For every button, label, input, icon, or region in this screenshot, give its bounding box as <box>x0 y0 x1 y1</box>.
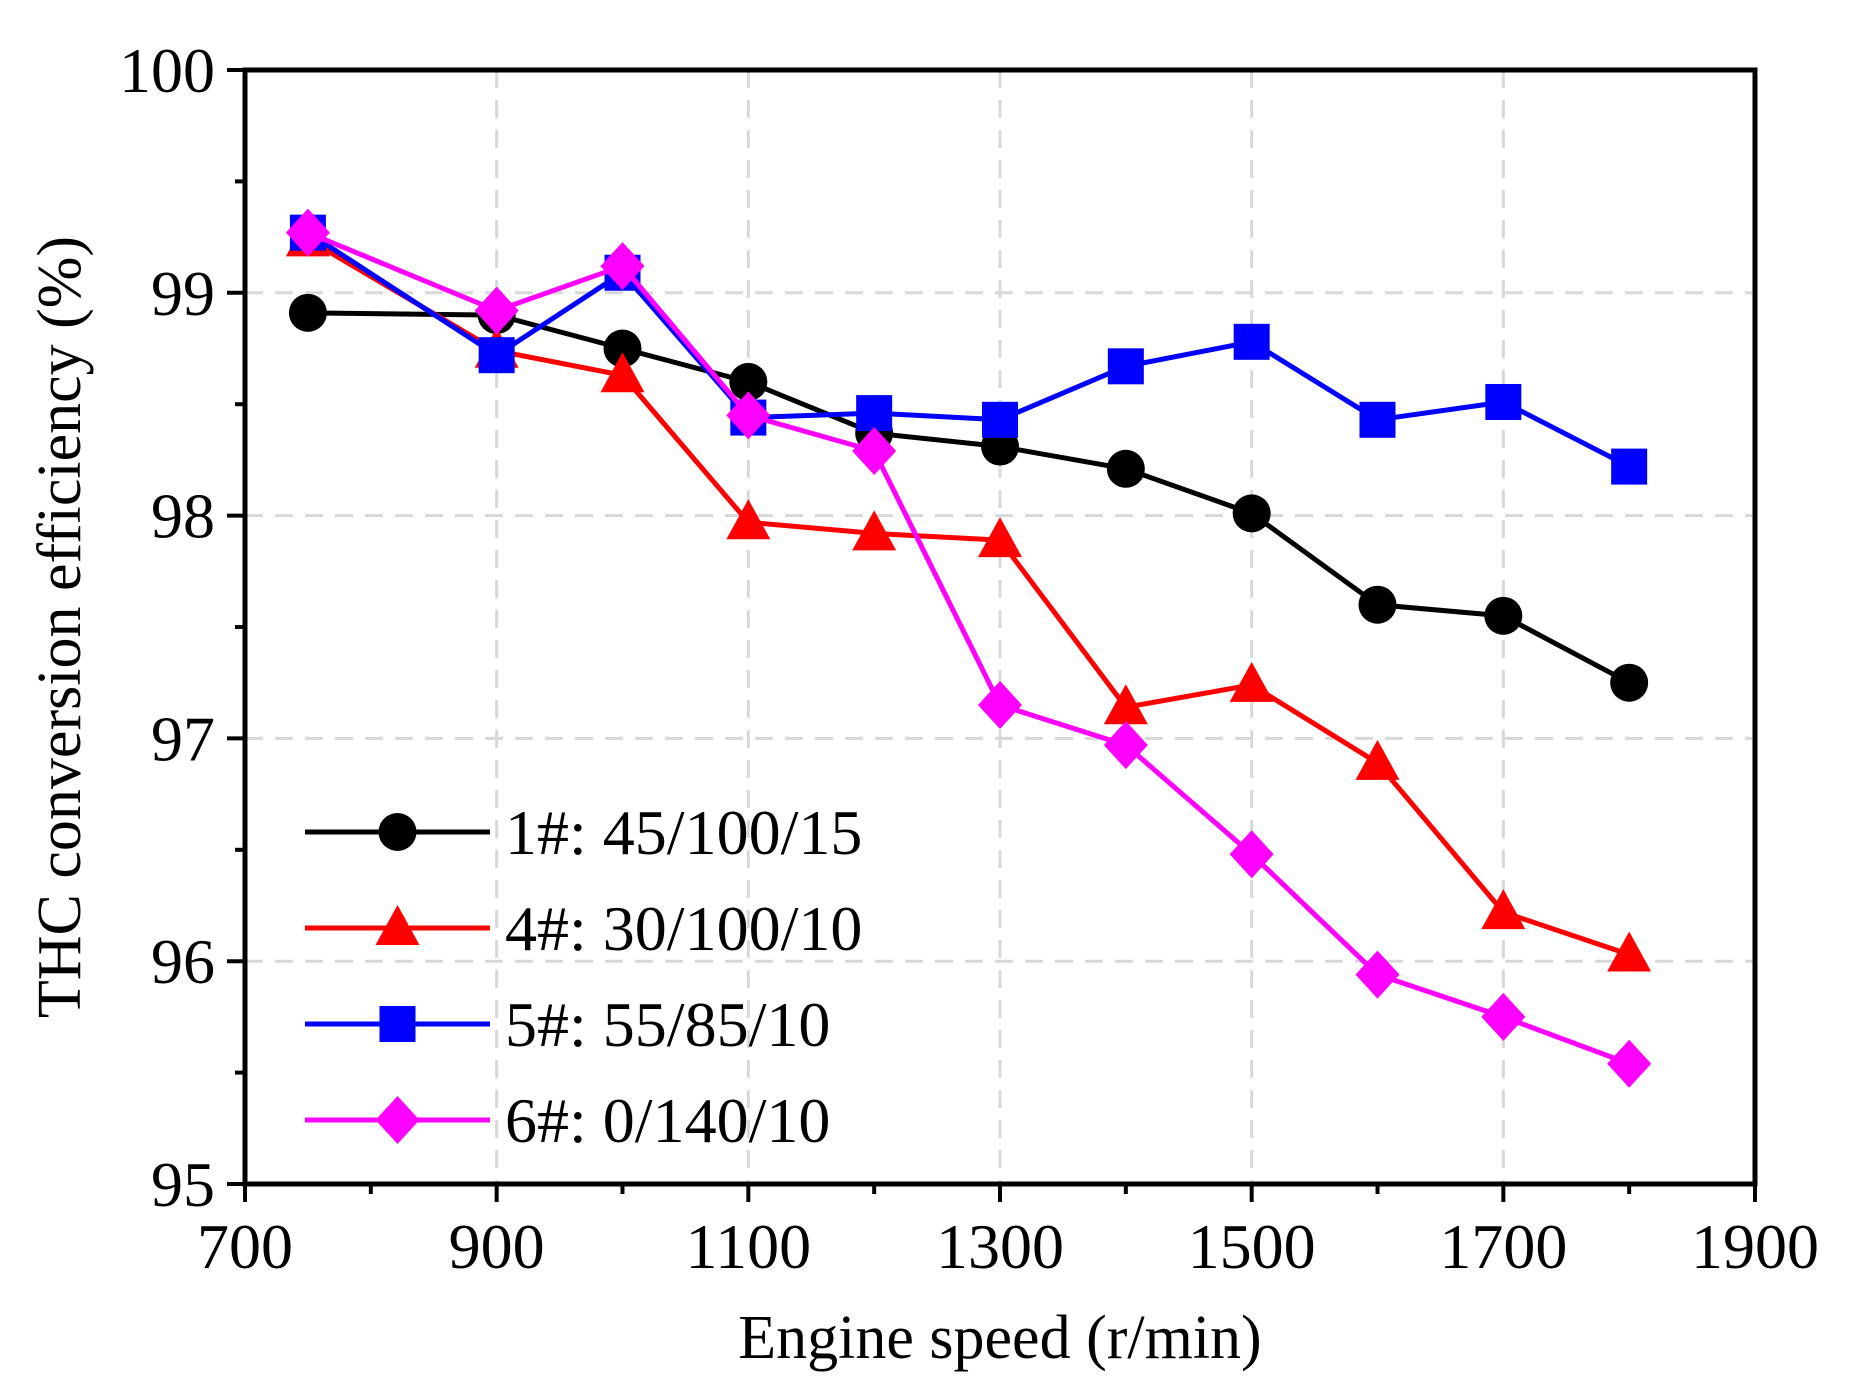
legend-marker-square <box>379 1006 416 1042</box>
y-tick-label: 99 <box>151 258 215 329</box>
y-tick-label: 98 <box>151 481 215 552</box>
legend-marker-circle <box>378 813 417 851</box>
data-point-diamond <box>978 680 1022 729</box>
data-point-diamond <box>600 242 645 291</box>
legend-marker-triangle <box>375 905 420 945</box>
data-point-square <box>478 337 515 374</box>
data-point-diamond <box>474 286 519 335</box>
data-point-square <box>982 401 1018 438</box>
y-tick-label: 95 <box>151 1149 215 1220</box>
data-point-diamond <box>285 208 330 257</box>
y-tick-label: 100 <box>119 35 215 106</box>
data-point-square <box>856 395 893 432</box>
x-tick-label: 1700 <box>1439 1211 1567 1282</box>
data-point-triangle <box>978 517 1022 558</box>
legend-label: 6#: 0/140/10 <box>505 1085 830 1156</box>
axis-ticks: 700 900 1100 1300 1500 1700 1900 95 96 97 98 99 100 <box>119 35 1819 1282</box>
data-point-circle <box>1232 494 1271 533</box>
series-layer <box>285 208 1652 1088</box>
data-point-circle <box>1358 585 1397 624</box>
x-tick-label: 700 <box>197 1211 293 1282</box>
data-point-square <box>1485 383 1522 420</box>
data-point-triangle <box>1103 684 1148 725</box>
legend-marker-diamond <box>375 1096 420 1144</box>
data-point-triangle <box>1355 739 1400 780</box>
data-point-square <box>1107 348 1144 385</box>
data-point-diamond <box>1355 950 1400 999</box>
x-axis-label: Engine speed (r/min) <box>738 1304 1261 1372</box>
data-point-square <box>1611 448 1648 485</box>
x-tick-label: 900 <box>449 1211 545 1282</box>
x-tick-label: 1500 <box>1188 1211 1316 1282</box>
y-axis-label: THC conversion efficiency (%) <box>26 236 94 1018</box>
data-point-circle <box>288 293 327 332</box>
data-point-circle <box>1484 596 1523 635</box>
data-point-diamond <box>726 391 771 440</box>
data-point-circle <box>1106 449 1145 488</box>
data-point-circle <box>729 362 768 401</box>
data-point-square <box>1359 401 1396 438</box>
data-point-triangle <box>852 510 897 551</box>
x-tick-label: 1100 <box>686 1211 812 1282</box>
legend-label: 4#: 30/100/10 <box>505 893 862 964</box>
data-point-circle <box>603 329 642 368</box>
data-point-triangle <box>1229 661 1274 702</box>
data-point-diamond <box>1229 830 1274 879</box>
data-point-diamond <box>852 426 897 475</box>
legend-label: 5#: 55/85/10 <box>505 989 830 1060</box>
x-tick-label: 1300 <box>936 1211 1064 1282</box>
data-point-triangle <box>600 352 645 393</box>
data-point-circle <box>1610 663 1649 702</box>
legend-label: 1#: 45/100/15 <box>505 797 862 868</box>
data-point-diamond <box>1103 721 1148 770</box>
data-point-diamond <box>1607 1039 1652 1088</box>
data-point-square <box>1233 323 1270 360</box>
data-point-triangle <box>1607 931 1652 972</box>
y-tick-label: 97 <box>151 703 215 774</box>
data-point-triangle <box>726 499 771 540</box>
data-point-triangle <box>1481 889 1526 930</box>
data-point-diamond <box>1481 992 1526 1041</box>
y-tick-label: 96 <box>151 926 215 997</box>
x-tick-label: 1900 <box>1691 1211 1819 1282</box>
legend: 1#: 45/100/15 4#: 30/100/10 5#: 55/85/10 6#… <box>305 797 862 1156</box>
